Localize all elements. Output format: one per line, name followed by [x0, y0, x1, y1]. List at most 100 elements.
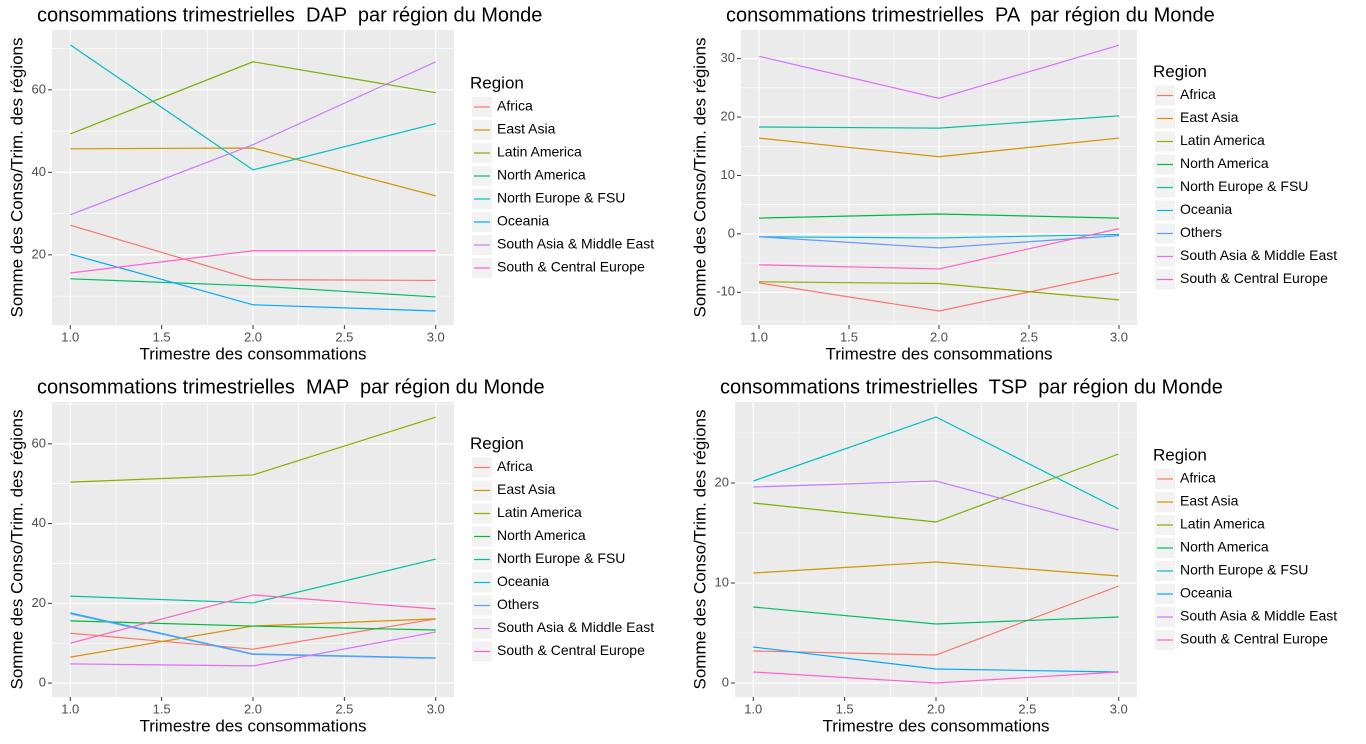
x-tick-label: 2.5 — [335, 701, 353, 716]
series-line — [70, 631, 436, 667]
x-tick-label: 2.0 — [244, 329, 262, 344]
x-tick-label: 2.0 — [930, 329, 948, 344]
series-line — [758, 272, 1120, 312]
y-tick-label: 0 — [728, 225, 735, 240]
panel: 20 40 60 1.0 1.5 2.0 2.5 3.0 consommations trime… — [7, 4, 654, 363]
legend-label: South & Central Europe — [1180, 270, 1328, 286]
legend-label: North Europe & FSU — [1180, 562, 1308, 578]
chart-title: consommations trimestrielles DAP par rég… — [37, 4, 542, 26]
legend-title: Region — [470, 434, 524, 453]
series-line — [753, 606, 1119, 625]
legend-label: Oceania — [1180, 585, 1232, 601]
y-tick-label: 20 — [721, 108, 735, 123]
legend-label: Others — [1180, 224, 1222, 240]
legend-label: Others — [497, 596, 539, 612]
legend-label: Latin America — [1180, 516, 1265, 532]
legend-label: North America — [1180, 155, 1269, 171]
x-axis-label: Trimestre des consommations — [825, 344, 1052, 363]
y-tick-label: 40 — [32, 515, 46, 530]
series-line — [758, 228, 1120, 270]
x-tick-label: 1.0 — [744, 701, 762, 716]
x-axis-label: Trimestre des consommations — [139, 716, 366, 735]
x-tick-label: 1.5 — [840, 329, 858, 344]
y-axis-label: Somme des Conso/Trim. des régions — [7, 38, 26, 318]
series-line — [70, 620, 436, 631]
series-line — [753, 453, 1119, 523]
legend-label: Africa — [1180, 86, 1216, 102]
legend-label: South & Central Europe — [497, 642, 645, 658]
x-tick-label: 2.5 — [1020, 329, 1038, 344]
legend-label: Africa — [497, 98, 533, 114]
x-tick-label: 1.5 — [153, 329, 171, 344]
legend-label: South Asia & Middle East — [1180, 608, 1337, 624]
x-tick-label: 3.0 — [1110, 701, 1128, 716]
series-line — [753, 480, 1119, 531]
legend-title: Region — [1153, 445, 1207, 464]
legend-label: East Asia — [1180, 493, 1239, 509]
y-tick-label: 60 — [32, 81, 46, 96]
series-line — [70, 253, 436, 312]
series-line — [70, 594, 436, 644]
series-line — [753, 646, 1119, 673]
series-line — [70, 416, 436, 483]
legend-label: South Asia & Middle East — [497, 236, 654, 252]
panel: 0 10 20 1.0 1.5 2.0 2.5 3.0 consommations trimes… — [690, 376, 1337, 735]
legend-label: Oceania — [1180, 201, 1232, 217]
x-tick-label: 2.0 — [244, 701, 262, 716]
series-line — [753, 561, 1119, 577]
x-tick-label: 2.5 — [1018, 701, 1036, 716]
x-tick-label: 2.0 — [927, 701, 945, 716]
y-tick-label: 30 — [721, 50, 735, 65]
y-axis-label: Somme des Conso/Trim. des régions — [690, 410, 709, 690]
legend-label: North Europe & FSU — [497, 550, 625, 566]
y-tick-label: 0 — [722, 674, 729, 689]
chart-title: consommations trimestrielles TSP par rég… — [720, 376, 1223, 398]
legend-label: Latin America — [497, 144, 582, 160]
chart-title: consommations trimestrielles PA par régi… — [726, 4, 1215, 26]
legend-label: North America — [497, 167, 586, 183]
legend-label: Oceania — [497, 213, 549, 229]
legend-label: Oceania — [497, 573, 549, 589]
x-tick-label: 3.0 — [1110, 329, 1128, 344]
series-line — [758, 233, 1120, 239]
x-tick-label: 1.5 — [153, 701, 171, 716]
y-axis-label: Somme des Conso/Trim. des régions — [690, 38, 709, 318]
legend-title: Region — [1153, 62, 1207, 81]
y-tick-label: -10 — [716, 284, 735, 299]
y-tick-label: 20 — [32, 595, 46, 610]
series-line — [753, 671, 1119, 684]
series-line — [753, 416, 1119, 510]
y-tick-label: 20 — [32, 246, 46, 261]
y-tick-label: 0 — [39, 674, 46, 689]
x-axis-label: Trimestre des consommations — [822, 716, 1049, 735]
series-line — [758, 115, 1120, 129]
legend-label: East Asia — [1180, 109, 1239, 125]
legend-label: South Asia & Middle East — [1180, 247, 1337, 263]
series-line — [70, 61, 436, 135]
series-line — [70, 278, 436, 298]
legend-title: Region — [470, 73, 524, 92]
legend-label: North America — [1180, 539, 1269, 555]
y-tick-label: 10 — [721, 167, 735, 182]
legend-label: South & Central Europe — [1180, 631, 1328, 647]
y-tick-label: 20 — [715, 474, 729, 489]
x-tick-label: 2.5 — [335, 329, 353, 344]
x-tick-label: 1.5 — [836, 701, 854, 716]
series-line — [758, 44, 1120, 99]
legend-label: East Asia — [497, 121, 556, 137]
legend-label: Latin America — [497, 504, 582, 520]
legend-label: East Asia — [497, 481, 556, 497]
legend-label: Africa — [1180, 470, 1216, 486]
series-line — [758, 213, 1120, 219]
series-line — [753, 585, 1119, 656]
panel: -10 0 10 20 30 1.0 1.5 2.0 2.5 3.0 consommations t… — [690, 4, 1337, 363]
x-tick-label: 1.0 — [61, 701, 79, 716]
legend-label: North Europe & FSU — [497, 190, 625, 206]
y-tick-label: 10 — [715, 574, 729, 589]
x-axis-label: Trimestre des consommations — [139, 344, 366, 363]
x-tick-label: 1.0 — [750, 329, 768, 344]
legend-label: South Asia & Middle East — [497, 619, 654, 635]
chart-title: consommations trimestrielles MAP par rég… — [37, 376, 545, 398]
legend-label: Latin America — [1180, 132, 1265, 148]
series-line — [758, 235, 1120, 249]
